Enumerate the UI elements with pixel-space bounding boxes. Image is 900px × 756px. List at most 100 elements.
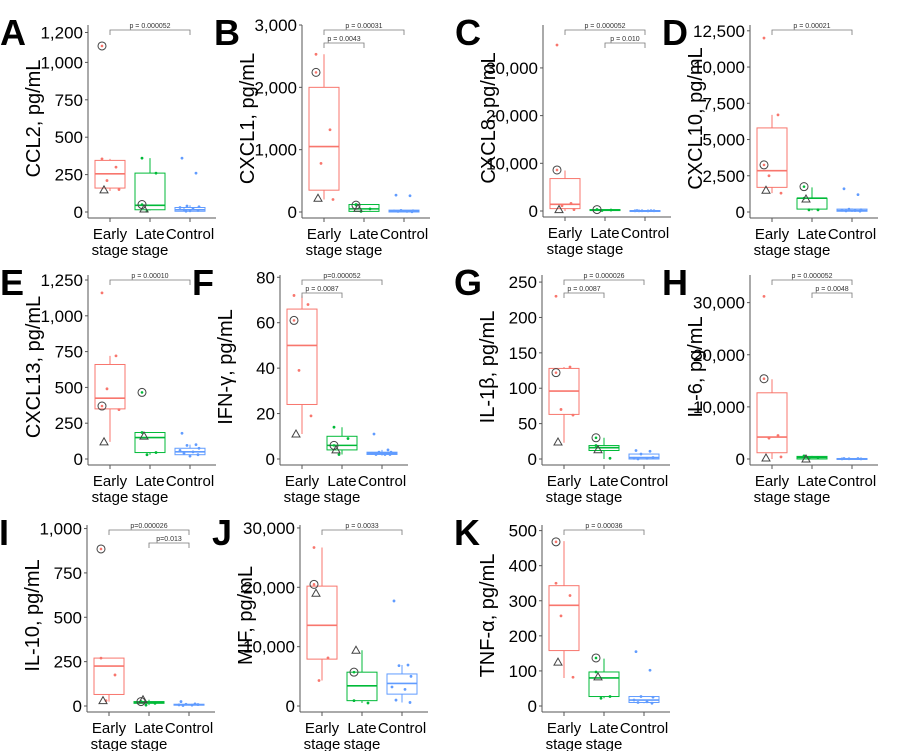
y-tick-label: 500 — [55, 128, 83, 147]
significance-bracket — [604, 42, 646, 48]
box — [348, 204, 380, 212]
data-point — [328, 128, 332, 132]
panel-letter: G — [454, 262, 482, 303]
x-tick-label: Late — [589, 473, 618, 490]
data-point — [292, 319, 296, 322]
x-tick-label: stage — [794, 489, 831, 506]
y-tick-label: 500 — [54, 608, 82, 627]
triangle-marker — [553, 657, 563, 666]
panel-letter: E — [0, 262, 24, 303]
data-point — [368, 207, 372, 211]
box — [308, 86, 340, 191]
data-point — [779, 191, 783, 195]
data-point — [396, 209, 400, 213]
circle-marker — [97, 41, 107, 51]
p-value-label: p = 0.00031 — [345, 23, 382, 30]
y-tick-label: 750 — [54, 564, 82, 583]
y-tick-label: 250 — [55, 166, 83, 185]
data-point — [847, 207, 851, 211]
x-tick-label: Late — [327, 473, 356, 490]
x-tick-label: Early — [93, 473, 128, 490]
triangle-marker — [99, 436, 109, 446]
data-point — [762, 294, 766, 298]
y-axis-label: MIF, pg/mL — [235, 566, 257, 665]
y-axis-label: TNF-α, pg/mL — [477, 554, 499, 678]
p-value-label: p = 0.000052 — [129, 23, 170, 30]
y-tick-label: 20 — [256, 405, 275, 424]
box — [326, 435, 358, 451]
data-point — [185, 443, 189, 447]
y-tick-label: 1,250 — [40, 271, 83, 290]
x-tick-label: stage — [131, 736, 168, 751]
p-value-label: p = 0.0087 — [305, 286, 338, 293]
circle-marker — [309, 579, 319, 589]
y-tick-label: 30,000 — [243, 519, 295, 538]
x-tick-label: stage — [586, 489, 623, 506]
data-point — [319, 161, 323, 165]
x-tick-label: Late — [347, 720, 376, 737]
data-point — [856, 193, 860, 197]
y-tick-label: 500 — [509, 522, 537, 541]
data-point — [572, 208, 576, 211]
data-point — [397, 664, 401, 668]
y-tick-label: 100 — [509, 379, 537, 398]
data-point — [403, 687, 407, 691]
data-point — [154, 171, 158, 175]
box — [588, 671, 620, 698]
box — [548, 585, 580, 652]
data-point — [317, 679, 321, 682]
data-point — [144, 703, 148, 707]
data-point — [332, 425, 336, 429]
data-point — [314, 52, 318, 56]
data-point — [105, 179, 109, 182]
x-tick-label: stage — [587, 241, 624, 258]
data-point — [306, 303, 310, 306]
data-point — [374, 453, 378, 456]
y-tick-label: 10,000 — [693, 58, 745, 77]
data-point — [314, 71, 318, 74]
data-point — [651, 695, 655, 699]
data-point — [779, 455, 783, 459]
data-point — [114, 165, 118, 169]
box — [549, 178, 581, 210]
y-tick-label: 0 — [286, 697, 295, 716]
data-point — [197, 205, 201, 209]
data-point — [640, 209, 644, 213]
box — [286, 308, 318, 405]
data-point — [383, 453, 387, 456]
y-tick-label: 30,000 — [693, 294, 745, 313]
data-point — [178, 449, 182, 452]
data-point — [634, 650, 638, 654]
panel-G: GIL-1β, pg/mL050100150200250EarlystageLa… — [454, 262, 670, 506]
data-point — [594, 656, 598, 660]
data-point — [639, 695, 643, 698]
data-point — [179, 700, 183, 703]
y-tick-label: 5,000 — [702, 131, 745, 150]
data-point — [394, 193, 398, 197]
box — [93, 657, 125, 695]
triangle-marker — [311, 588, 321, 597]
p-value-label: p = 0.010 — [610, 36, 639, 43]
data-point — [182, 208, 186, 212]
x-tick-label: stage — [546, 489, 583, 506]
p-value-label: p = 0.0043 — [327, 36, 360, 43]
box — [134, 432, 166, 454]
y-tick-label: 100 — [509, 662, 537, 681]
x-tick-label: stage — [754, 242, 791, 259]
y-tick-label: 0 — [74, 203, 83, 222]
p-value-label: p = 0.00010 — [131, 273, 168, 280]
x-tick-label: stage — [794, 242, 831, 259]
data-point — [377, 450, 381, 454]
x-tick-label: stage — [586, 736, 623, 751]
data-point — [633, 209, 637, 213]
data-point — [177, 703, 181, 707]
y-tick-label: 150 — [509, 344, 537, 363]
x-tick-label: Late — [589, 720, 618, 737]
data-point — [140, 156, 144, 160]
data-point — [844, 209, 848, 213]
data-point — [331, 198, 335, 201]
significance-bracket — [323, 42, 365, 48]
data-point — [648, 449, 652, 453]
